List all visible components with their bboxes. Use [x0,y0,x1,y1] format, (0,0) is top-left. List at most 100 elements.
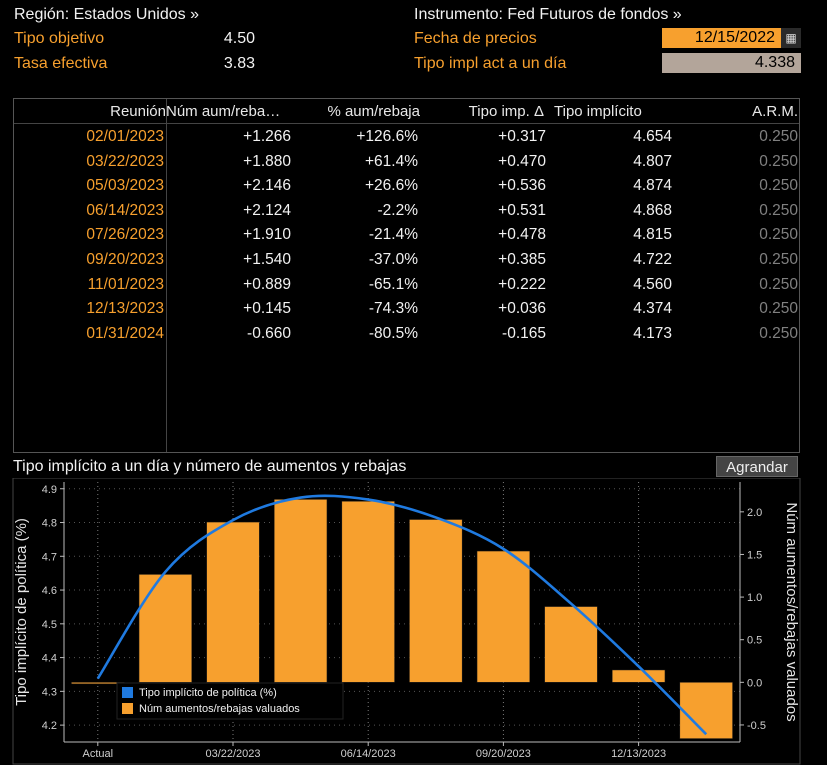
cell-rate-delta: +0.531 [498,201,546,219]
cell-implied-rate: 4.874 [633,177,672,195]
legend-swatch-bar [122,703,133,714]
legend-label-line: Tipo implícito de política (%) [139,687,277,699]
cell-rate-delta: +0.385 [498,251,546,268]
table-row[interactable]: 07/26/2023 +1.910 -21.4% +0.478 4.815 0.250 [14,226,799,248]
cell-arm: 0.250 [759,251,798,268]
cell-meeting-date: 12/13/2023 [86,300,164,318]
cell-pct-hikes: +126.6% [356,128,418,145]
cell-num-hikes: +1.910 [243,226,291,244]
cell-meeting-date: 11/01/2023 [87,275,164,293]
instrument-selector[interactable]: Instrumento: Fed Futuros de fondos » [414,6,682,23]
cell-num-hikes: +1.880 [243,152,291,170]
cell-arm: 0.250 [759,177,798,195]
y2-tick-label: 1.0 [747,592,762,604]
cell-rate-delta: -0.165 [502,324,546,342]
table-row[interactable]: 09/20/2023 +1.540 -37.0% +0.385 4.722 0.250 [14,251,799,273]
cell-implied-rate: 4.560 [633,275,672,293]
cell-meeting-date: 06/14/2023 [86,201,164,219]
cell-arm: 0.250 [759,275,798,293]
col-header-implied-rate[interactable]: Tipo implícito [554,103,642,120]
bar [409,519,463,683]
x-tick-label: 12/13/2023 [611,748,666,760]
table-row[interactable]: 05/03/2023 +2.146 +26.6% +0.536 4.874 0.250 [14,177,799,199]
cell-meeting-date: 05/03/2023 [86,177,164,195]
table-row[interactable]: 01/31/2024 -0.660 -80.5% -0.165 4.173 0.250 [14,325,799,347]
col-header-rate-delta[interactable]: Tipo imp. Δ [468,103,544,120]
cell-meeting-date: 01/31/2024 [86,324,164,342]
left-axis-title: Tipo implícito de política (%) [13,518,30,706]
header-divider [14,123,799,124]
cell-rate-delta: +0.222 [498,275,546,293]
table-row[interactable]: 06/14/2023 +2.124 -2.2% +0.531 4.868 0.250 [14,202,799,224]
cell-implied-rate: 4.807 [633,152,672,170]
cell-implied-rate: 4.173 [633,324,672,342]
effective-rate-value: 3.83 [223,55,255,72]
table-row[interactable]: 12/13/2023 +0.145 -74.3% +0.036 4.374 0.250 [14,300,799,322]
cell-num-hikes: -0.660 [247,324,291,342]
table-row[interactable]: 11/01/2023 +0.889 -65.1% +0.222 4.560 0.250 [14,276,799,298]
implied-rate-chart: 4.2 4.3 4.4 4.5 4.6 4.7 4.8 4.9 -0.5 0.0 0.5 1.0 1.5… [12,478,801,765]
y2-tick-label: -0.5 [747,720,766,732]
col-header-arm[interactable]: A.R.M. [752,103,798,120]
cell-num-hikes: +2.124 [243,201,291,219]
cell-implied-rate: 4.654 [633,128,672,145]
cell-rate-delta: +0.317 [498,128,546,145]
x-tick-label: 06/14/2023 [341,748,396,760]
cell-num-hikes: +0.145 [243,300,291,318]
bar [544,606,598,683]
x-tick-label: 09/20/2023 [476,748,531,760]
col-header-meeting[interactable]: Reunión [110,103,166,120]
cell-arm: 0.250 [759,324,798,342]
chart-title: Tipo implícito a un día y número de aume… [13,458,407,475]
legend-label-bar: Núm aumentos/rebajas valuados [139,703,300,715]
target-rate-value: 4.50 [223,30,255,47]
effective-rate-label: Tasa efectiva [14,55,108,72]
column-divider [166,99,167,452]
x-tick-label: 03/22/2023 [205,748,260,760]
chart-frame [12,478,801,765]
table-row[interactable]: 02/01/2023 +1.266 +126.6% +0.317 4.654 0.250 [14,128,799,150]
cell-rate-delta: +0.536 [498,177,546,195]
cell-arm: 0.250 [759,201,798,219]
table-row[interactable]: 03/22/2023 +1.880 +61.4% +0.470 4.807 0.250 [14,153,799,175]
x-tick-label: Actual [83,748,114,760]
col-header-pct-hikes[interactable]: % aum/rebaja [327,103,420,120]
cell-pct-hikes: -80.5% [368,324,418,342]
price-date-field[interactable]: 12/15/2022 [662,28,781,48]
cell-implied-rate: 4.374 [633,300,672,318]
bar [611,669,666,683]
enlarge-button[interactable]: Agrandar [716,456,798,477]
col-header-num-hikes[interactable]: Núm aum/reba… [166,103,281,120]
bar [71,682,125,685]
y-tick-label: 4.8 [42,518,57,530]
bar [206,521,260,683]
cell-pct-hikes: +26.6% [364,177,418,195]
implied-overnight-field[interactable]: 4.338 [662,53,801,73]
cell-meeting-date: 03/22/2023 [86,152,164,170]
cell-pct-hikes: -74.3% [368,300,418,318]
bar [341,501,395,683]
cell-pct-hikes: +61.4% [364,152,418,170]
implied-rate-line [96,494,708,736]
cell-meeting-date: 02/01/2023 [86,128,164,145]
y-tick-label: 4.2 [42,720,57,732]
implied-overnight-label: Tipo impl act a un día [414,55,567,72]
y2-tick-label: 2.0 [747,507,762,519]
cell-rate-delta: +0.478 [498,226,546,244]
legend-box [116,682,344,720]
calendar-icon[interactable]: ▦ [781,28,801,48]
cell-arm: 0.250 [759,152,798,170]
cell-implied-rate: 4.815 [633,226,672,244]
region-selector[interactable]: Región: Estados Unidos » [14,6,199,23]
price-date-label: Fecha de precios [414,30,537,47]
cell-pct-hikes: -2.2% [377,201,419,219]
bar [476,550,531,683]
cell-arm: 0.250 [759,226,798,244]
cell-implied-rate: 4.722 [633,251,672,268]
cell-meeting-date: 09/20/2023 [86,251,164,268]
meetings-table: Reunión Núm aum/reba… % aum/rebaja Tipo … [13,98,800,453]
cell-meeting-date: 07/26/2023 [86,226,164,244]
cell-arm: 0.250 [759,128,798,145]
y-tick-label: 4.3 [42,686,57,698]
y-tick-label: 4.7 [42,551,57,563]
